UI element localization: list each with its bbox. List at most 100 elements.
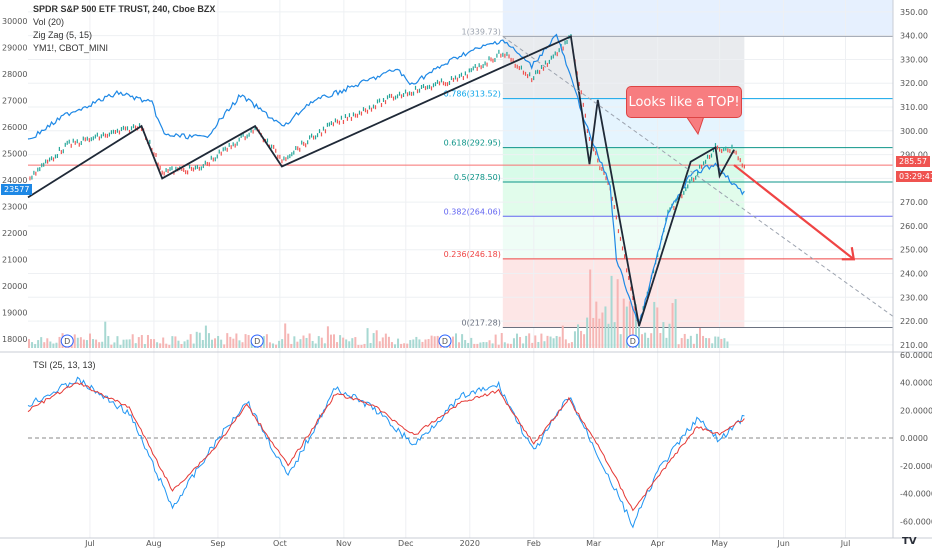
volume-bar bbox=[668, 323, 671, 348]
volume-bar bbox=[488, 340, 491, 348]
volume-bar bbox=[238, 340, 241, 348]
y-right-tick-label: 340.00 bbox=[900, 32, 928, 41]
volume-bar bbox=[85, 340, 88, 348]
volume-bar bbox=[403, 343, 406, 348]
y-right-tick-label: 210.00 bbox=[900, 341, 928, 350]
y-left-tick-label: 23000 bbox=[2, 202, 27, 211]
fib-level-label: 0.786(313.52) bbox=[444, 90, 501, 99]
x-tick-label: Aug bbox=[146, 539, 162, 548]
volume-bar bbox=[232, 338, 235, 348]
volume-bar bbox=[674, 299, 677, 348]
y-left-tick-label: 22000 bbox=[2, 229, 27, 238]
y-right-tick-label: 230.00 bbox=[900, 293, 928, 302]
volume-bar bbox=[424, 339, 427, 348]
volume-bar bbox=[680, 338, 683, 348]
volume-bar bbox=[183, 341, 186, 348]
volume-bar bbox=[549, 336, 552, 348]
volume-bar bbox=[525, 335, 528, 348]
ym-price-tag: 23577 bbox=[1, 184, 33, 195]
x-tick-label: Dec bbox=[398, 539, 413, 548]
volume-bar bbox=[52, 343, 55, 348]
volume-bar bbox=[351, 338, 354, 348]
volume-bar bbox=[522, 343, 525, 348]
volume-bar bbox=[708, 338, 711, 348]
x-tick-label: Sep bbox=[210, 539, 225, 548]
volume-bar bbox=[43, 342, 46, 348]
volume-bar bbox=[134, 343, 137, 348]
dividend-marker-label: D bbox=[442, 337, 448, 346]
volume-bar bbox=[146, 335, 149, 348]
fib-zone bbox=[502, 181, 745, 217]
volume-bar bbox=[659, 333, 662, 348]
volume-bar bbox=[211, 339, 213, 348]
x-tick-label: Jul bbox=[84, 539, 95, 548]
volume-bar bbox=[28, 339, 30, 348]
volume-bar bbox=[311, 340, 314, 348]
volume-bar bbox=[174, 336, 177, 348]
volume-bar bbox=[671, 303, 674, 348]
volume-bar bbox=[317, 336, 320, 348]
volume-bar bbox=[241, 342, 244, 348]
callout-note[interactable]: Looks like a TOP! bbox=[626, 86, 742, 118]
volume-bar bbox=[275, 344, 278, 348]
y-right-tick-label: 240.00 bbox=[900, 270, 928, 279]
indicator-vol[interactable]: Vol (20) bbox=[33, 17, 65, 27]
volume-bar bbox=[76, 337, 79, 348]
volume-bar bbox=[369, 342, 372, 348]
volume-bar bbox=[531, 342, 534, 348]
volume-bar bbox=[150, 339, 152, 348]
volume-bar bbox=[647, 337, 650, 348]
volume-bar bbox=[394, 344, 396, 348]
volume-bar bbox=[186, 339, 189, 348]
volume-bar bbox=[497, 344, 500, 348]
volume-bar bbox=[702, 335, 705, 348]
volume-bar bbox=[503, 342, 506, 348]
ym-series-line bbox=[27, 33, 745, 328]
volume-bar bbox=[665, 337, 668, 348]
tsi-label[interactable]: TSI (25, 13, 13) bbox=[33, 360, 96, 370]
volume-bar bbox=[586, 317, 589, 348]
dividend-marker bbox=[250, 334, 264, 348]
volume-bar bbox=[372, 333, 375, 348]
y-left-tick-label: 30000 bbox=[2, 17, 27, 26]
volume-bar bbox=[470, 337, 473, 348]
dividend-marker bbox=[60, 334, 74, 348]
volume-bar bbox=[436, 335, 439, 348]
volume-bar bbox=[683, 333, 686, 348]
volume-bar bbox=[567, 343, 570, 348]
volume-bar bbox=[378, 341, 381, 348]
volume-bar bbox=[354, 337, 357, 348]
volume-bar bbox=[412, 339, 415, 348]
y-left-tick-label: 18000 bbox=[2, 335, 27, 344]
volume-bar bbox=[113, 342, 116, 348]
volume-bar bbox=[302, 335, 305, 348]
tsi-tick-label: -40.0000 bbox=[900, 490, 932, 499]
volume-bar bbox=[171, 336, 174, 348]
volume-bar bbox=[689, 335, 692, 348]
volume-bar bbox=[631, 306, 634, 348]
volume-bar bbox=[726, 341, 729, 348]
y-left-tick-label: 21000 bbox=[2, 255, 27, 264]
indicator-zigzag[interactable]: Zig Zag (5, 15) bbox=[33, 30, 93, 40]
tradingview-logo[interactable]: TV bbox=[902, 536, 917, 547]
indicator-ym[interactable]: YM1!, CBOT_MINI bbox=[33, 43, 109, 53]
volume-bar bbox=[293, 336, 296, 348]
volume-bar bbox=[577, 324, 579, 348]
tsi-tick-label: -60.0000 bbox=[900, 517, 932, 526]
volume-bar bbox=[308, 333, 311, 348]
volume-bar bbox=[381, 337, 384, 348]
volume-bar bbox=[528, 333, 531, 348]
volume-bar bbox=[192, 343, 195, 348]
volume-bar bbox=[406, 343, 409, 348]
volume-bar bbox=[644, 332, 647, 348]
volume-bar bbox=[476, 343, 479, 348]
volume-bar bbox=[37, 340, 40, 348]
volume-bar bbox=[73, 334, 76, 348]
volume-bar bbox=[31, 342, 34, 348]
volume-bar bbox=[656, 307, 659, 348]
y-left-tick-label: 25000 bbox=[2, 150, 27, 159]
volume-bar bbox=[430, 335, 433, 348]
volume-bar bbox=[519, 337, 522, 348]
y-left-tick-label: 24000 bbox=[2, 176, 27, 185]
